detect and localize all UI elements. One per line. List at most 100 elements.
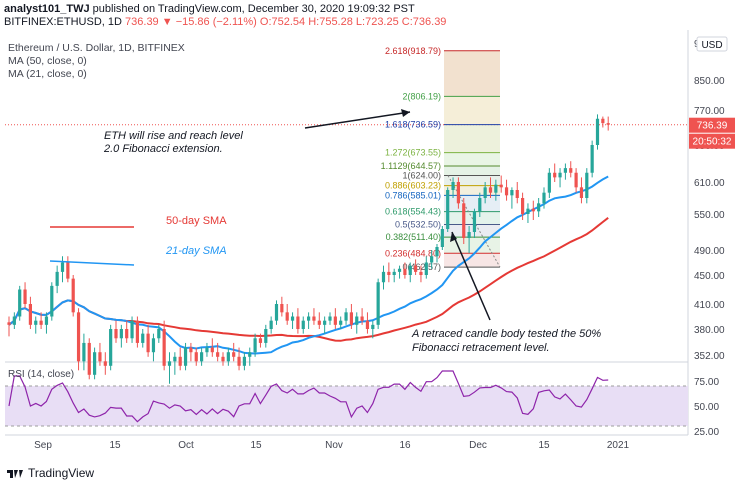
symbol-line: BITFINEX:ETHUSD, 1D 736.39 ▼ −15.86 (−2.… [4,16,446,28]
candle-body [563,168,567,173]
last-price-tag: 736.39 [697,121,728,132]
tradingview-icon [7,470,23,478]
fib-zone [444,152,500,167]
candle-body [242,356,246,366]
fib-level-label: 0(462.57) [402,262,441,272]
candle-body [510,190,514,196]
legend-ma21[interactable]: MA (21, close, 0) [8,68,87,80]
candle-body [50,285,54,317]
candle-body [376,282,380,325]
fib-zone [444,50,500,97]
fib-level-label: 0.618(554.43) [385,207,441,217]
candle-body [87,342,91,375]
candle-body [317,320,321,325]
candle-body [103,361,107,366]
candle-body [435,247,439,257]
time-axis-label: Dec [469,440,487,451]
candle-body [526,208,530,214]
candle-body [403,268,407,275]
price-axis-label: 610.00 [694,178,725,189]
candle-body [18,289,22,317]
currency-label: USD [701,40,722,51]
arrow-eth-rise-head [401,109,410,117]
candle-body [371,324,375,329]
fib-zone [444,96,500,125]
chart-legend: Ethereum / U.S. Dollar, 1D, BITFINEX MA … [8,42,185,81]
fib-level-label: 0.886(603.23) [385,181,441,191]
candle-body [194,352,198,362]
candle-body [333,316,337,325]
arrow-retrace-head [450,232,457,242]
candle-body [494,184,498,193]
rsi-band [5,386,688,426]
candle-body [606,123,610,125]
candle-body [595,118,600,145]
candle-body [280,304,284,313]
candle-body [237,356,241,366]
candle-body [290,316,295,321]
fib-zone [444,124,500,153]
time-axis-label: 15 [538,440,550,451]
candle-body [258,338,263,343]
candle-body [323,320,327,325]
price-axis-label: 380.00 [694,325,725,336]
candle-body [44,316,49,325]
fib-zone [444,185,500,196]
time-axis-label: 15 [109,440,121,451]
price-axis-label: 850.00 [694,76,725,87]
candle-body [585,172,589,198]
price-change: ▼ −15.86 (−2.11%) [161,16,257,28]
candle-body [7,322,11,325]
candle-body [355,316,359,325]
rsi-title: RSI (14, close) [8,369,74,380]
rsi-axis-label: 25.00 [694,427,719,438]
fib-zone [444,253,500,268]
countdown-tag: 20:50:32 [693,137,732,148]
fib-level-label: 1.272(673.55) [385,148,441,158]
candle-body [430,256,434,263]
candle-body [146,333,150,353]
tradingview-brand: TradingView [28,466,95,480]
candle-body [167,361,172,366]
candle-body [488,187,493,193]
candle-body [248,352,252,357]
candle-body [28,304,32,325]
rsi-axis-label: 50.00 [694,402,719,413]
candle-body [135,320,139,343]
candle-body [478,198,482,212]
candle-body [504,187,509,196]
candle-body [119,329,123,339]
ma21-line [8,175,609,355]
legend-ma50[interactable]: MA (50, close, 0) [8,55,87,67]
author-name[interactable]: analyst101_TWJ [4,3,90,15]
fib-level-label: 0.5(532.50) [395,220,441,230]
candle-body [34,320,38,325]
candle-body [590,145,594,173]
candle-body [467,232,471,238]
ohlc-values: O:752.54 H:755.28 L:723.25 C:736.39 [259,16,447,28]
price-chart[interactable]: 2.618(918.79) 2(806.19) 1.618(736.59) 1.272… [0,0,740,460]
candle-body [344,312,348,321]
candle-body [451,182,455,190]
candle-body [462,203,466,238]
candle-body [446,190,450,229]
price-axis-label: 410.00 [694,300,725,311]
symbol-label[interactable]: BITFINEX:ETHUSD, 1D [4,16,122,28]
price-axis-label: 352.00 [694,351,725,362]
annotation-eth-rise: 2.0 Fibonacci extension. [103,143,223,155]
fib-level-label: 2.618(918.79) [385,46,441,56]
candle-body [440,229,444,247]
candle-body [579,187,584,198]
candle-body [274,304,279,321]
candle-body [125,329,129,339]
candle-body [71,278,75,313]
tradingview-logo[interactable]: TradingView [6,466,94,480]
price-axis-label: 770.00 [694,106,725,117]
candle-body [419,271,423,275]
time-axis-label: Sep [34,440,52,451]
candle-body [109,329,113,366]
candle-body [360,316,364,321]
price-axis-label: 490.00 [694,246,725,257]
candle-body [210,347,214,353]
candle-body [226,352,230,362]
